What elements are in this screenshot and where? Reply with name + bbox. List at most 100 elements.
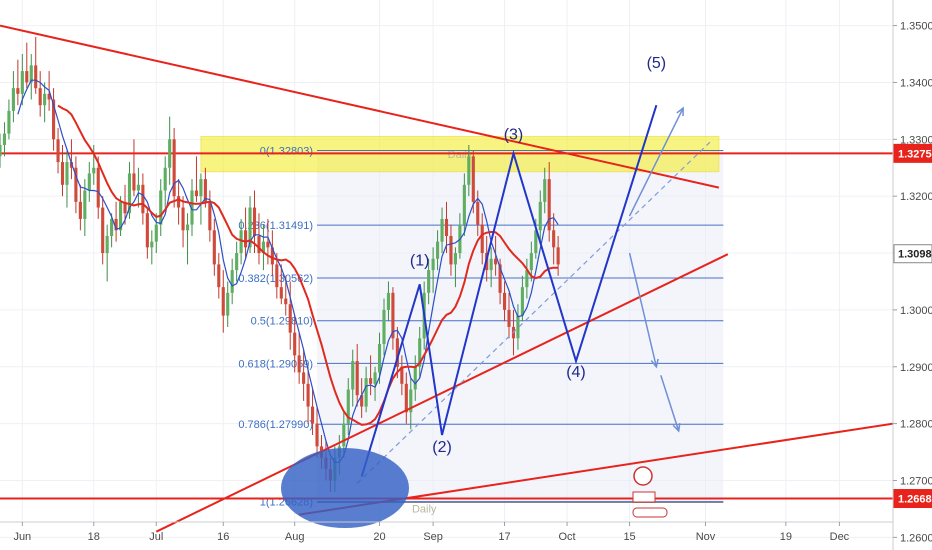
projection-arrow — [628, 252, 658, 367]
fib-label: 0.618(1.29059) — [238, 358, 313, 370]
fib-label: 0.786(1.27990) — [238, 419, 313, 431]
candle-body — [404, 383, 408, 413]
candle-body — [266, 241, 270, 248]
time-tick-label: Oct — [558, 531, 575, 543]
time-tick-label: 20 — [373, 531, 385, 543]
price-tick-label: 1.34000 — [900, 77, 932, 89]
time-tick-label: Jun — [13, 531, 31, 543]
price-tick-label: 1.27000 — [900, 475, 932, 487]
time-tick-label: Dec — [830, 531, 850, 543]
price-tick-label: 1.35000 — [900, 21, 932, 33]
price-tick-label: 1.30000 — [900, 305, 932, 317]
candle-body — [275, 264, 279, 288]
annotations: (1) (2) (3) (4) (5) — [410, 55, 666, 456]
projection-arrow-head — [676, 106, 684, 117]
highlight-ellipse — [281, 448, 409, 528]
candle-body — [203, 179, 207, 202]
candle-body — [185, 224, 190, 231]
candle-body — [212, 230, 216, 265]
price-tag-label: 1.26683 — [898, 494, 932, 506]
candle-body — [168, 139, 172, 168]
candle-body — [395, 338, 399, 367]
projection-arrow-head — [650, 358, 659, 369]
candle-body — [467, 156, 471, 185]
price-tag-box — [893, 244, 932, 264]
candle-body — [476, 201, 480, 225]
ma-slow-line — [57, 104, 559, 426]
time-tick-label: 15 — [623, 531, 635, 543]
price-tag-box — [893, 143, 932, 163]
candle-body — [248, 207, 252, 248]
candle-body — [360, 395, 364, 407]
time-tick-label: Nov — [696, 531, 716, 543]
zone-line-label: Daily — [412, 504, 437, 516]
candle-body — [110, 218, 114, 236]
candle-body — [226, 292, 230, 316]
candle-body — [239, 230, 243, 254]
candle-body — [141, 184, 145, 214]
candle-body — [25, 71, 29, 83]
candle-body — [118, 201, 123, 231]
candle-body — [440, 218, 444, 242]
elliott-wave-line — [360, 104, 658, 477]
price-tick-label: 1.32000 — [900, 191, 932, 203]
time-axis[interactable]: Jun 18 Jul 16 Aug 20 Sep 17 Oct 15 Nov 19 Dec — [0, 521, 893, 543]
price-tick-label: 1.28000 — [900, 419, 932, 431]
candle-body — [96, 167, 100, 208]
candle-body — [2, 133, 7, 145]
candle-body — [7, 110, 11, 134]
time-tick-label: Jul — [149, 531, 163, 543]
price-tags: 1.32753 1.30988 1.26683 — [893, 143, 932, 509]
candle-body — [543, 179, 547, 202]
candle-body — [56, 139, 60, 163]
candle-body — [194, 190, 199, 197]
candle-body — [221, 287, 225, 316]
candle-body — [436, 241, 440, 259]
candle-body — [471, 156, 475, 202]
channel-dashed-line — [356, 141, 711, 484]
candle-body — [520, 287, 524, 316]
time-tick-label: Aug — [285, 531, 305, 543]
fib-label: 0.236(1.31491) — [238, 220, 313, 232]
candle-body — [297, 355, 301, 373]
candle-body — [261, 241, 265, 254]
candle-body — [288, 304, 292, 333]
candle-body — [409, 389, 413, 413]
candle-body — [127, 173, 132, 214]
price-axis[interactable]: 1.350001.340001.330001.320001.310001.300… — [892, 0, 932, 550]
candle-body — [181, 207, 185, 231]
candle-body — [92, 167, 96, 174]
candle-body — [489, 258, 493, 271]
candle-body — [235, 253, 239, 271]
candle-body — [43, 93, 47, 106]
candle-body — [154, 224, 158, 242]
candle-body — [270, 247, 274, 265]
candle-body — [306, 383, 310, 407]
candle-body — [369, 378, 373, 384]
price-tag-label: 1.32753 — [898, 148, 932, 160]
time-tick-label: 16 — [217, 531, 229, 543]
candle-body — [480, 224, 484, 254]
candle-body — [342, 423, 346, 447]
candle-body — [449, 235, 453, 265]
candle-body — [315, 423, 319, 447]
candle-body — [284, 298, 288, 305]
candle-body — [525, 270, 529, 288]
candle-body — [11, 88, 15, 111]
price-tag-box — [893, 489, 932, 509]
candle-body — [29, 65, 33, 83]
fib-label: 0(1.32803) — [260, 146, 313, 158]
wave-label: (1) — [410, 253, 430, 270]
candle-body — [150, 241, 154, 248]
candle-body — [132, 173, 136, 191]
candle-body — [302, 372, 306, 384]
candle-body — [65, 162, 69, 185]
candle-body — [453, 253, 457, 265]
candle-body — [123, 201, 127, 214]
zone-label: Daily — [448, 149, 473, 161]
candle-body — [78, 201, 82, 219]
candle-body — [556, 247, 560, 265]
candle-body — [418, 338, 422, 367]
candle-body — [534, 230, 538, 254]
